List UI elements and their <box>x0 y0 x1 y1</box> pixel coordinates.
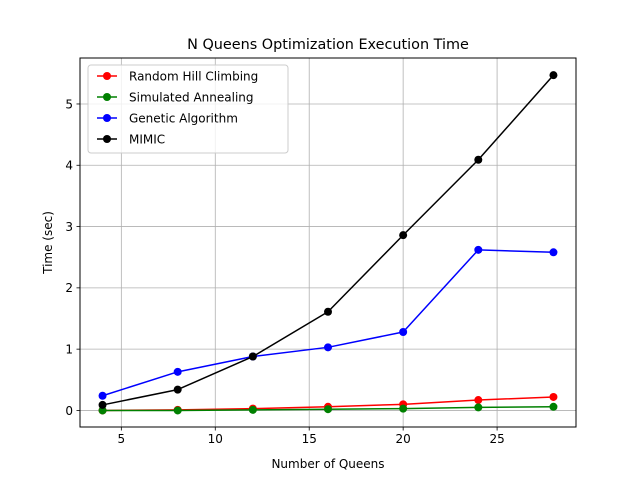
x-tick-label: 25 <box>489 432 504 446</box>
x-tick-label: 10 <box>208 432 223 446</box>
x-tick-label: 15 <box>302 432 317 446</box>
y-tick-label: 0 <box>65 404 73 418</box>
data-point <box>173 385 182 394</box>
data-point <box>248 352 257 361</box>
data-point <box>474 403 483 412</box>
legend-marker <box>103 135 111 143</box>
grid <box>80 58 576 427</box>
legend-label: Genetic Algorithm <box>129 111 238 125</box>
data-point <box>248 405 257 414</box>
data-point <box>98 406 107 415</box>
legend-marker <box>103 72 111 80</box>
legend-label: MIMIC <box>129 132 165 146</box>
legend-marker <box>103 93 111 101</box>
series-layer <box>98 71 558 415</box>
legend-label: Random Hill Climbing <box>129 69 258 83</box>
data-point <box>399 404 408 413</box>
data-point <box>549 392 558 401</box>
data-point <box>549 248 558 257</box>
x-tick-label: 5 <box>118 432 126 446</box>
data-point <box>324 343 332 352</box>
y-tick-label: 5 <box>65 97 73 111</box>
data-point <box>549 71 558 80</box>
data-point <box>549 402 558 411</box>
data-point <box>173 367 182 376</box>
data-point <box>474 396 483 405</box>
legend-marker <box>103 114 111 122</box>
legend-box <box>87 64 289 154</box>
ticks: 5 10 15 20 25 0 1 2 3 4 5 <box>65 97 504 446</box>
y-tick-label: 2 <box>65 281 73 295</box>
data-point <box>324 307 332 316</box>
y-tick-label: 4 <box>65 159 73 173</box>
legend: Random Hill Climbing Simulated Annealing G… <box>87 64 289 154</box>
series-2 <box>98 402 558 415</box>
data-point <box>324 405 332 414</box>
y-tick-label: 1 <box>65 342 73 356</box>
data-point <box>474 155 483 164</box>
x-axis-label: Number of Queens <box>271 457 384 471</box>
plot-frame <box>79 57 577 428</box>
data-point <box>399 231 408 240</box>
y-tick-label: 3 <box>65 220 73 234</box>
series-4 <box>98 71 558 409</box>
data-point <box>173 406 182 415</box>
legend-label: Simulated Annealing <box>129 90 254 104</box>
y-axis-label: Time (sec) <box>41 211 55 275</box>
data-point <box>474 245 483 254</box>
data-point <box>98 391 107 400</box>
data-point <box>399 327 408 336</box>
data-point <box>98 400 107 409</box>
x-tick-label: 20 <box>396 432 411 446</box>
chart-title: N Queens Optimization Execution Time <box>187 37 469 53</box>
